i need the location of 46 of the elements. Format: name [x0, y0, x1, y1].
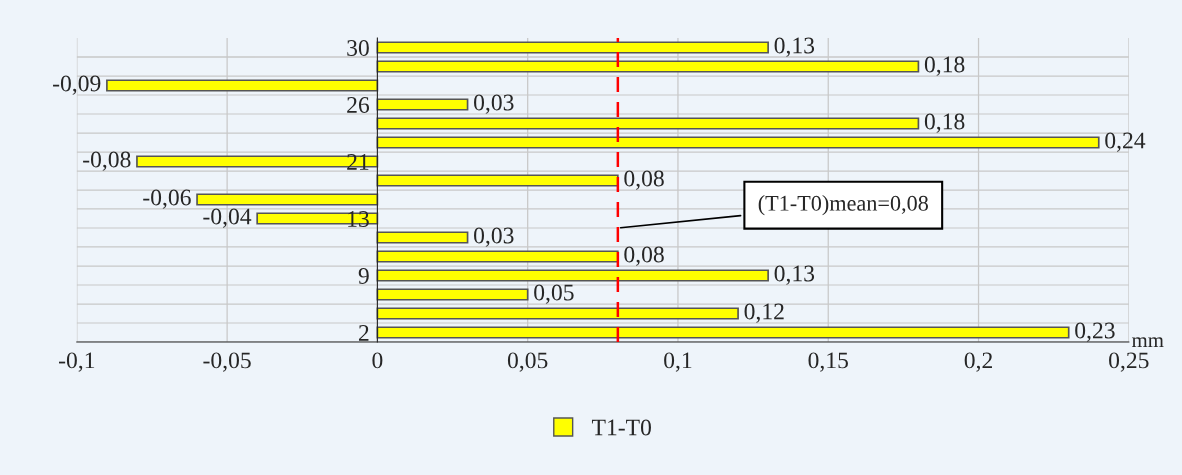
bar [376, 250, 619, 263]
data-label: 0,03 [474, 227, 514, 247]
ref-line-label: (T1-T0)mean=0,08 [758, 195, 928, 216]
bar [196, 193, 379, 206]
bar [376, 117, 920, 130]
data-label: 0,23 [1075, 322, 1115, 342]
data-label: 0,18 [924, 113, 965, 133]
bar [376, 41, 769, 54]
x-tick-label: 0,2 [964, 352, 992, 372]
bar [376, 269, 769, 282]
data-label: -0,04 [203, 208, 252, 228]
x-tick-label: -0,1 [59, 352, 95, 372]
bar [376, 174, 619, 187]
y-tick-label: 26 [347, 97, 370, 113]
data-label: 0,12 [744, 303, 784, 323]
bar [376, 307, 739, 320]
x-axis-title: mm [1131, 337, 1164, 348]
legend-label: T1-T0 [591, 419, 651, 436]
data-label: 0,13 [774, 265, 815, 285]
x-tick-label: 0,05 [507, 352, 548, 372]
x-tick-label: -0,05 [203, 352, 251, 372]
bar [376, 288, 529, 301]
data-label: -0,09 [53, 75, 101, 95]
data-label: 0,18 [924, 56, 965, 76]
data-label: 0,08 [624, 246, 664, 266]
bar [376, 231, 469, 244]
x-tick-label: 0,25 [1109, 352, 1149, 372]
data-label: 0,24 [1105, 132, 1146, 152]
bar [376, 326, 1070, 339]
data-label: -0,06 [143, 189, 191, 209]
bar [376, 98, 469, 111]
data-label: 0,05 [534, 284, 574, 304]
bar [376, 60, 920, 73]
x-tick-label: 0,1 [664, 352, 692, 372]
data-label: 0,03 [474, 94, 514, 114]
x-tick-label: 0,15 [808, 352, 848, 372]
data-label: 0,08 [624, 170, 664, 190]
data-label: 0,13 [774, 37, 815, 57]
y-tick-label: 9 [358, 268, 369, 284]
y-tick-label: 30 [347, 39, 369, 56]
x-tick-label: 0 [372, 352, 383, 369]
bar [136, 155, 379, 168]
bar [376, 136, 1100, 149]
y-tick-label: 2 [358, 325, 369, 341]
bar [106, 79, 379, 92]
data-label: -0,08 [83, 151, 131, 171]
